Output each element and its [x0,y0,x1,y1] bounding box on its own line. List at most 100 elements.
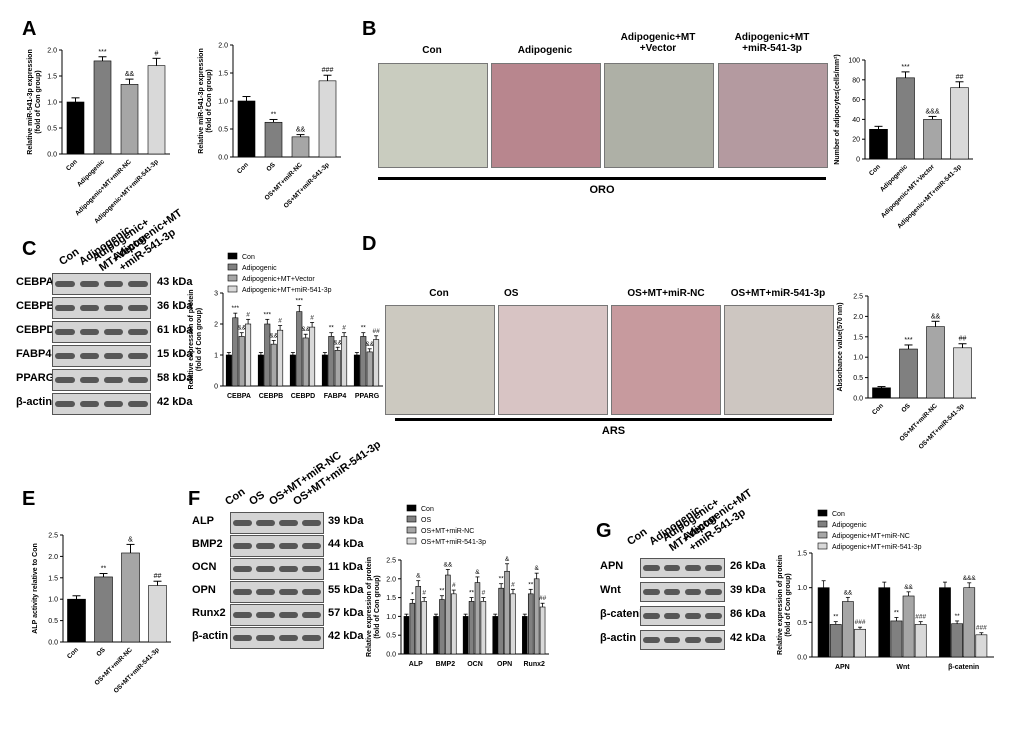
bar [896,77,915,160]
ars-underline [395,418,832,421]
blot-band [233,635,252,641]
bar [66,101,85,155]
y-tick-label: 3 [214,291,218,298]
y-tick-label: 1.5 [218,71,228,78]
bar [953,347,972,399]
legend-swatch [817,520,828,528]
panel-label-f: F [188,488,201,510]
y-tick-label: 0.5 [218,127,228,134]
significance-mark: && [237,325,246,332]
significance-mark: * [411,591,414,598]
blot-band [128,377,148,383]
blot-band [103,329,124,335]
legend-label: Adipogenic+MT+miR-541-3p [242,287,332,294]
y-tick-label: 2.0 [48,554,58,561]
bar [433,616,439,655]
significance-mark: & [416,573,421,580]
blot-band [302,612,321,618]
blot-band [233,520,252,526]
stain-label: Adipogenic+MT +Vector [620,32,696,54]
blot-strip [230,581,324,603]
significance-mark: && [333,339,342,346]
blot-band [663,565,681,571]
significance-mark: # [155,50,159,57]
blot-kda-label: 26 kDa [730,560,766,572]
blot-band [233,612,252,618]
blot-band [103,353,124,359]
x-tick-label: FABP4 [324,393,347,400]
y-tick-label: 0.5 [47,126,57,133]
y-tick-label: 1.0 [797,585,807,592]
blot-band [233,543,252,549]
blot-band [663,637,681,643]
y-axis-label: Relative miR-541-3p expression(fold of C… [27,49,42,154]
blot-band [256,520,275,526]
blot-protein-label: CEBPD [16,324,55,336]
significance-mark: *** [904,337,912,344]
blot-band [256,612,275,618]
blot-band [663,589,681,595]
ars-image-os [498,305,608,415]
blot-protein-label: OPN [192,584,216,596]
blot-band [79,305,100,311]
y-axis-label: Relative expression of protein(fold of C… [777,555,792,655]
x-tick-label: Runx2 [523,661,545,668]
blot-band [279,589,298,595]
blot-strip [230,558,324,580]
y-tick-label: 40 [852,117,860,124]
panel-label-e: E [22,488,36,510]
y-tick-label: 1.5 [386,595,396,602]
stain-label: Con [429,288,449,299]
significance-mark: # [310,314,314,321]
y-tick-label: 1.5 [853,334,863,341]
significance-mark: # [246,311,250,318]
significance-mark: && [365,341,374,348]
blot-band [55,401,75,407]
x-tick-label: Adipogenic+MT+Vector [880,163,936,219]
significance-mark: && [269,332,278,339]
blot-band [705,589,722,595]
y-tick-label: 0.5 [853,375,863,382]
oro-image-adipogenic [491,63,601,168]
y-axis-label: Number of adipocytes(cells/mm²) [834,54,841,164]
y-tick-label: 2.0 [218,43,228,50]
bar [121,552,140,643]
blot-band [128,305,148,311]
bar [366,351,373,387]
significance-mark: && [444,561,453,568]
significance-mark: &&& [925,108,939,115]
x-tick-label: OS [900,402,912,414]
significance-mark: ** [894,609,900,616]
bar [321,354,328,387]
blot-kda-label: 39 kDa [730,584,766,596]
legend-swatch [817,509,828,517]
significance-mark: && [904,584,913,591]
blot-band [233,566,252,572]
blot-band [256,566,275,572]
bar [120,84,139,155]
blot-strip [52,273,151,295]
bar [527,593,534,655]
stain-label: OS [504,288,519,299]
bar [533,578,540,655]
blot-kda-label: 15 kDa [157,348,193,360]
x-tick-label: OS+MT+miR-541-3p [918,402,966,450]
blot-kda-label: 86 kDa [730,608,766,620]
ars-image-mir [724,305,834,415]
y-tick-label: 1.0 [853,355,863,362]
legend-swatch [227,263,238,271]
oro-image-con [378,63,488,168]
bar [309,326,316,387]
blot-kda-label: 39 kDa [328,515,364,527]
legend-label: Con [832,511,845,518]
blot-band [103,305,124,311]
legend-label: OS [421,517,431,524]
blot-band [705,637,722,643]
y-tick-label: 2.0 [47,48,57,55]
bar [474,582,481,655]
significance-mark: & [475,569,480,576]
x-tick-label: CEBPA [227,393,251,400]
bar [890,620,903,658]
bar [373,339,380,387]
bar [539,606,546,655]
